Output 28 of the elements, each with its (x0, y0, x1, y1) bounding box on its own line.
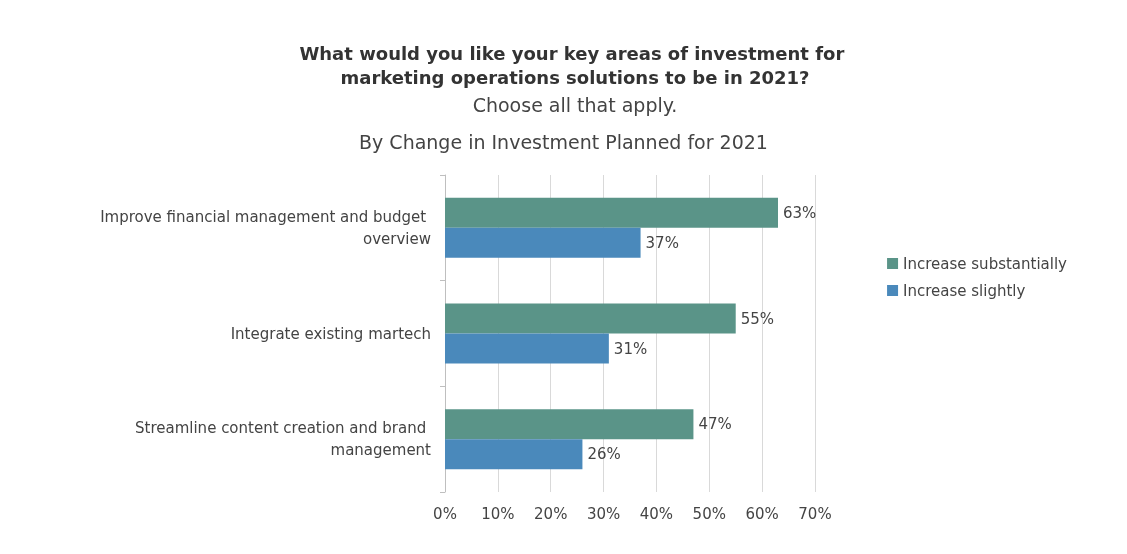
data-label: 26% (587, 445, 621, 464)
legend-label: Increase slightly (903, 281, 1026, 300)
x-tick-label: 40% (639, 504, 674, 523)
x-tick-label: 10% (481, 504, 515, 523)
x-tick-label: 60% (745, 504, 779, 523)
chart-subtitle: Choose all that apply. (472, 93, 678, 116)
bar (445, 197, 778, 228)
y-tick-label: Streamline content creation and brand management (135, 419, 432, 460)
bar (445, 439, 583, 470)
data-label: 37% (645, 233, 679, 252)
bar (445, 303, 736, 334)
bar (445, 333, 609, 364)
x-tick-label: 30% (586, 504, 621, 523)
bar (445, 227, 641, 258)
data-label: 63% (783, 203, 817, 222)
data-label: 55% (740, 309, 775, 328)
x-tick-label: 20% (534, 504, 568, 523)
x-tick-label: 50% (692, 504, 726, 523)
data-label: 47% (698, 415, 732, 434)
text: By Change in Investment Planned for 2021 (359, 130, 768, 153)
chart-title: What would you like your key areas of investment for marketing operations solutions to be in 2021? (299, 42, 851, 88)
y-tick-label: Improve financial management and budget overview (100, 207, 431, 248)
data-label: 31% (613, 339, 648, 358)
legend-label: Increase substantially (903, 254, 1068, 273)
bar (445, 409, 694, 440)
y-tick-label: Integrate existing martech (230, 324, 431, 343)
x-tick-label: 0% (433, 504, 457, 523)
x-tick-label: 70% (798, 504, 832, 523)
